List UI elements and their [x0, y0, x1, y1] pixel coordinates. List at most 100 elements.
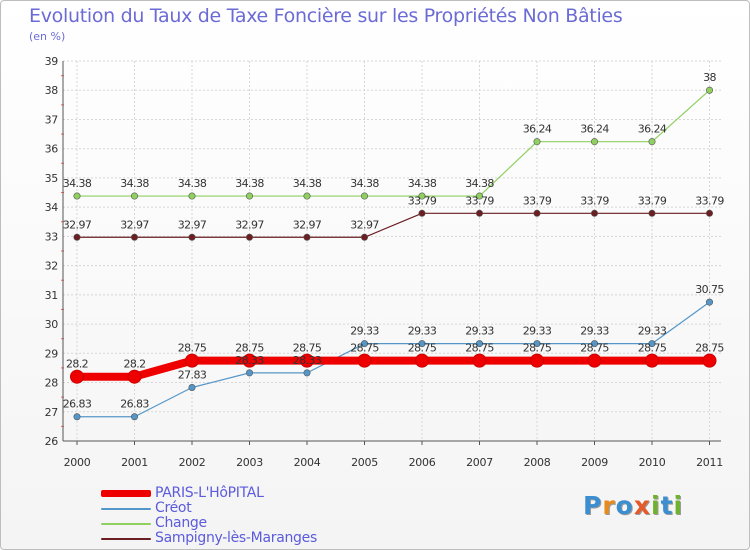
x-tick-label: 2011: [696, 456, 723, 469]
data-label-change: 34.38: [120, 177, 149, 190]
data-label-creot: 26.83: [120, 398, 149, 411]
x-tick-label: 2001: [121, 456, 148, 469]
grid: [63, 60, 721, 442]
logo-letter: o: [615, 491, 634, 520]
data-label-creot: 28.33: [235, 354, 264, 367]
data-point-creot: [590, 340, 598, 348]
data-label-paris-l-hopital: 28.75: [580, 342, 609, 355]
data-label-sampigny-les-marages: 33.79: [695, 194, 724, 207]
data-point-sampigny-les-marages: [590, 209, 598, 217]
data-label-creot: 28.33: [293, 354, 322, 367]
y-tick-label: 27: [45, 406, 59, 419]
data-label-change: 36.24: [523, 123, 552, 136]
logo-letter: i: [651, 491, 661, 520]
series-line-change: [76, 89, 711, 197]
y-tick-label: 38: [45, 84, 59, 97]
y-tick-label: 33: [45, 230, 59, 243]
data-label-sampigny-les-marages: 32.97: [178, 218, 207, 231]
data-label-sampigny-les-marages: 32.97: [293, 218, 322, 231]
data-label-sampigny-les-marages: 32.97: [235, 218, 264, 231]
data-point-change: [131, 192, 139, 200]
data-point-change: [590, 138, 598, 146]
x-tick-label: 2010: [639, 456, 666, 469]
data-point-paris-l-hopital: [70, 369, 84, 384]
y-tick-label: 36: [45, 143, 59, 156]
data-point-change: [418, 192, 426, 200]
y-tick-label: 30: [45, 318, 59, 331]
data-point-paris-l-hopital: [242, 353, 257, 368]
data-label-creot: 29.33: [408, 325, 437, 338]
x-tick-label: 2003: [236, 456, 263, 469]
proxiti-logo: Proxiti: [583, 491, 683, 520]
x-tick-label: 2004: [294, 456, 321, 469]
data-label-paris-l-hopital: 28.75: [638, 342, 667, 355]
y-tick-label: 34: [45, 201, 59, 214]
x-tick-label: 2005: [351, 456, 378, 469]
data-label-change: 34.38: [408, 177, 437, 190]
legend-label: Sampigny-lès-Maranges: [155, 530, 317, 546]
data-point-change: [475, 192, 483, 200]
data-point-paris-l-hopital: [472, 353, 487, 368]
data-point-change: [360, 192, 368, 200]
data-point-sampigny-les-marages: [648, 209, 656, 217]
logo-letter: t: [660, 491, 674, 520]
y-tick-label: 37: [45, 113, 59, 126]
data-point-sampigny-les-marages: [705, 209, 713, 217]
y-tick-label: 28: [45, 377, 59, 390]
y-tick-label: 35: [45, 172, 59, 185]
data-label-paris-l-hopital: 28.75: [523, 342, 552, 355]
data-point-paris-l-hopital: [185, 353, 199, 368]
data-point-creot: [418, 340, 426, 348]
data-point-change: [246, 192, 254, 200]
legend-label: Créot: [155, 500, 192, 516]
x-tick-label: 2008: [524, 456, 551, 469]
data-point-creot: [73, 413, 81, 421]
data-label-creot: 29.33: [465, 325, 494, 338]
legend-swatch: [101, 523, 151, 525]
x-tick-label: 2002: [179, 456, 206, 469]
data-point-change: [188, 192, 196, 200]
logo-letter: P: [583, 491, 603, 520]
data-point-sampigny-les-marages: [188, 233, 196, 241]
data-label-sampigny-les-marages: 33.79: [408, 194, 437, 207]
data-point-change: [303, 192, 311, 200]
data-point-creot: [360, 340, 368, 348]
data-point-creot: [131, 413, 139, 421]
data-label-change: 34.38: [293, 177, 322, 190]
data-label-creot: 29.33: [638, 325, 667, 338]
legend-swatch: [101, 538, 151, 540]
data-point-sampigny-les-marages: [73, 233, 81, 241]
data-point-paris-l-hopital: [645, 353, 659, 368]
data-label-creot: 30.75: [695, 283, 724, 296]
legend-swatch: [101, 508, 151, 510]
data-point-creot: [303, 369, 311, 377]
data-point-paris-l-hopital: [702, 353, 717, 368]
series: [70, 86, 717, 421]
data-label-sampigny-les-marages: 32.97: [120, 218, 149, 231]
data-label-paris-l-hopital: 28.75: [235, 342, 264, 355]
data-label-change: 34.38: [465, 177, 494, 190]
x-tick-label: 2007: [466, 456, 493, 469]
unit-label: (en %): [29, 30, 66, 43]
data-label-paris-l-hopital: 28.75: [465, 342, 494, 355]
data-point-change: [533, 138, 541, 146]
data-point-creot: [246, 369, 254, 377]
series-line-sampigny-les-marages: [76, 212, 711, 238]
logo-letter: r: [602, 491, 616, 520]
x-tick-label: 2009: [581, 456, 608, 469]
data-point-creot: [705, 298, 713, 306]
data-label-paris-l-hopital: 28.75: [178, 342, 207, 355]
logo-letter: x: [633, 491, 651, 520]
data-label-paris-l-hopital: 28.75: [695, 342, 724, 355]
data-label-sampigny-les-marages: 33.79: [580, 194, 609, 207]
data-point-change: [705, 86, 713, 94]
data-label-paris-l-hopital: 28.75: [350, 342, 379, 355]
data-label-creot: 26.83: [63, 398, 92, 411]
data-point-creot: [648, 340, 656, 348]
data-label-paris-l-hopital: 28.75: [293, 342, 322, 355]
data-point-paris-l-hopital: [530, 353, 544, 368]
data-point-sampigny-les-marages: [131, 233, 139, 241]
data-label-creot: 29.33: [580, 325, 609, 338]
